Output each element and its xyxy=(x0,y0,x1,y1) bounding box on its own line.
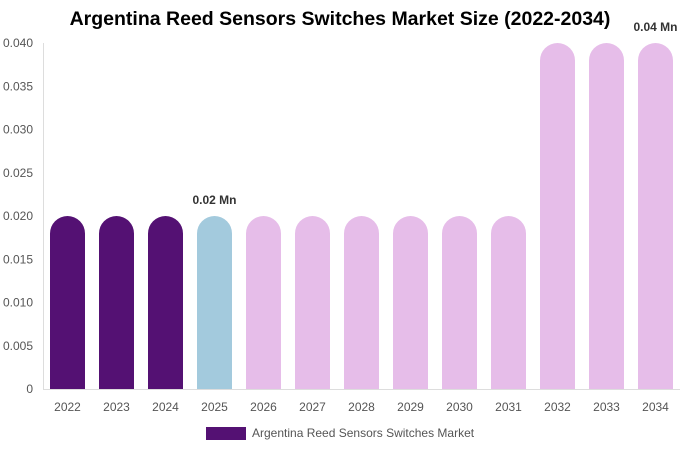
bar-2024 xyxy=(148,216,183,389)
bar-2025 xyxy=(197,216,232,389)
y-tick-label: 0.035 xyxy=(3,79,33,93)
x-tick-label: 2025 xyxy=(201,400,228,414)
x-tick-label: 2027 xyxy=(299,400,326,414)
x-tick-label: 2032 xyxy=(544,400,571,414)
x-tick-label: 2031 xyxy=(495,400,522,414)
bar-2026 xyxy=(246,216,281,389)
legend: Argentina Reed Sensors Switches Market xyxy=(206,426,474,440)
x-tick-label: 2033 xyxy=(593,400,620,414)
x-tick-label: 2026 xyxy=(250,400,277,414)
y-tick-label: 0.005 xyxy=(3,339,33,353)
x-axis-ticks: 2022 2023 2024 2025 2026 2027 2028 2029 2030 2031… xyxy=(54,400,669,414)
x-tick-label: 2034 xyxy=(642,400,669,414)
y-tick-label: 0.020 xyxy=(3,209,33,223)
bar-2022 xyxy=(50,216,85,389)
bar-2023 xyxy=(99,216,134,389)
data-label: 0.04 Mn xyxy=(633,20,677,34)
y-axis-ticks: 0 0.005 0.010 0.015 0.020 0.025 0.030 0.035 0.04… xyxy=(3,36,33,396)
bar-2028 xyxy=(344,216,379,389)
y-tick-label: 0.030 xyxy=(3,123,33,137)
x-tick-label: 2022 xyxy=(54,400,81,414)
y-tick-label: 0.015 xyxy=(3,252,33,266)
legend-swatch xyxy=(206,426,246,440)
y-tick-label: 0.010 xyxy=(3,296,33,310)
chart-title: Argentina Reed Sensors Switches Market S… xyxy=(69,8,611,30)
x-tick-label: 2024 xyxy=(152,400,179,414)
x-tick-label: 2028 xyxy=(348,400,375,414)
bar-2031 xyxy=(491,216,526,389)
y-tick-label: 0 xyxy=(26,382,33,396)
bar-2027 xyxy=(295,216,330,389)
data-labels: 0.02 Mn 0.04 Mn xyxy=(192,20,677,207)
x-tick-label: 2029 xyxy=(397,400,424,414)
bar-2030 xyxy=(442,216,477,389)
data-label: 0.02 Mn xyxy=(192,193,236,207)
bar-series xyxy=(50,43,673,389)
bar-2034 xyxy=(638,43,673,389)
bar-2032 xyxy=(540,43,575,389)
x-tick-label: 2030 xyxy=(446,400,473,414)
bar-2029 xyxy=(393,216,428,389)
y-tick-label: 0.025 xyxy=(3,166,33,180)
bar-2033 xyxy=(589,43,624,389)
x-tick-label: 2023 xyxy=(103,400,130,414)
legend-label: Argentina Reed Sensors Switches Market xyxy=(252,426,475,440)
y-tick-label: 0.040 xyxy=(3,36,33,50)
